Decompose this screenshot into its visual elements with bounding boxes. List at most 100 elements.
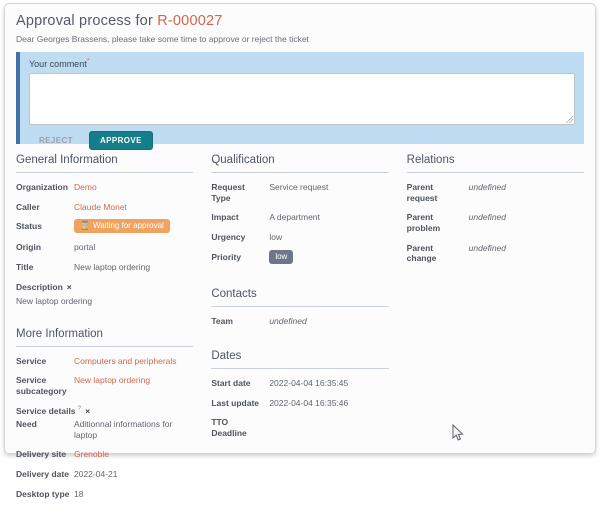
approval-instructions: Dear Georges Brassens, please take some … (16, 34, 309, 44)
field-label: Team (211, 315, 233, 326)
field-row-delivery-site: Delivery site Grenoble (16, 449, 193, 460)
service-link[interactable]: Computers and peripherals (74, 355, 177, 366)
field-value: Service request (269, 182, 329, 192)
field-label: Impact (211, 212, 239, 223)
field-row-service-subcategory: Service subcategory New laptop ordering (16, 375, 193, 396)
field-value: portal (74, 242, 96, 253)
section-qualification: Qualification Request Type Service reque… (211, 154, 389, 264)
field-label: Origin (16, 242, 42, 253)
help-icon: ? (77, 405, 82, 413)
status-badge: ⌛ Waiting for approval (74, 219, 170, 234)
status-badge-label: Waiting for approval (92, 221, 164, 231)
field-row-last-update: Last update 2022-04-04 16:35:46 (211, 398, 388, 409)
comment-textarea-wrap (29, 73, 575, 125)
field-value: 2022-04-04 16:35:46 (269, 397, 349, 408)
approval-buttons: REJECT APPROVE (29, 131, 575, 150)
section-title: Qualification (211, 154, 389, 173)
field-value: undefined (468, 242, 506, 253)
field-row-tto-deadline: TTO Deadline (211, 417, 388, 438)
section-title: Relations (406, 154, 584, 173)
field-label: Service subcategory (16, 375, 67, 396)
field-label: Last update (211, 397, 260, 408)
hourglass-icon: ⌛ (80, 221, 90, 231)
field-label: TTO Deadline (211, 417, 247, 438)
ticket-reference: R-000027 (157, 13, 223, 29)
column-right: Relations Parent request undefined Paren… (406, 154, 584, 514)
field-row-origin: Origin portal (16, 242, 193, 253)
comment-panel: Your comment* REJECT APPROVE (16, 52, 584, 150)
field-label: Urgency (211, 231, 246, 242)
field-block-description: Description × New laptop ordering (16, 282, 193, 306)
section-title: More Information (16, 328, 194, 347)
approve-button[interactable]: APPROVE (88, 131, 153, 150)
field-row-priority: Priority low (211, 249, 388, 264)
field-row-parent-change: Parent change undefined (407, 243, 584, 264)
field-row-title: Title New laptop ordering (16, 262, 193, 273)
field-row-urgency: Urgency low (211, 232, 388, 243)
caller-link[interactable]: Claude Monet (74, 201, 127, 212)
section-general-information: General Information Organization Demo Ca… (16, 154, 194, 306)
field-row-need: Need Aditionnal informations for laptop (16, 419, 193, 440)
required-marker: * (86, 58, 90, 65)
section-title: Contacts (211, 288, 389, 307)
field-label: Need (16, 419, 37, 430)
field-label: Status (16, 221, 42, 232)
field-label: Parent problem (406, 212, 441, 233)
page-title-text: Approval process for (16, 13, 158, 29)
collapse-icon[interactable]: × (85, 406, 91, 417)
field-label: Parent change (406, 242, 437, 264)
field-row-service: Service Computers and peripherals (16, 356, 193, 367)
field-row-start-date: Start date 2022-04-04 16:35:45 (211, 378, 388, 389)
field-label: Description × (16, 281, 72, 292)
field-label: Delivery date (16, 469, 69, 480)
organization-link[interactable]: Demo (74, 182, 97, 192)
field-label: Title (16, 261, 34, 272)
field-row-desktop-type: Desktop type 18 (16, 489, 193, 500)
field-row-delivery-date: Delivery date 2022-04-21 (16, 469, 193, 480)
details-columns: General Information Organization Demo Ca… (16, 154, 584, 514)
field-value: undefined (468, 212, 506, 223)
field-value: New laptop ordering (74, 261, 151, 272)
field-row-parent-problem: Parent problem undefined (407, 212, 584, 233)
field-label: Organization (16, 182, 68, 192)
field-value: low (269, 231, 283, 242)
field-label: Delivery site (16, 449, 67, 460)
field-label: Caller (16, 201, 40, 212)
field-row-status: Status ⌛ Waiting for approval (16, 219, 193, 234)
field-label: Parent request (406, 182, 438, 203)
field-label: Start date (211, 378, 251, 389)
field-value: A department (269, 212, 320, 223)
field-value: 2022-04-04 16:35:45 (269, 378, 349, 389)
field-label: Service (16, 355, 47, 366)
field-value: undefined (269, 315, 307, 326)
field-row-caller: Caller Claude Monet (16, 202, 193, 213)
column-left: General Information Organization Demo Ca… (16, 154, 194, 514)
field-label: Desktop type (16, 488, 70, 499)
section-relations: Relations Parent request undefined Paren… (406, 154, 584, 264)
field-label: Request Type (211, 182, 245, 203)
field-row-impact: Impact A department (211, 212, 388, 223)
resize-handle-icon[interactable] (566, 116, 573, 123)
column-middle: Qualification Request Type Service reque… (211, 154, 389, 514)
comment-input[interactable] (29, 73, 575, 125)
field-label: Priority (211, 251, 242, 262)
field-row-parent-request: Parent request undefined (407, 182, 584, 203)
field-block-service-details: Service details? × (16, 405, 193, 416)
page-title: Approval process for R-000027 (16, 13, 584, 29)
section-more-information: More Information Service Computers and p… (16, 328, 194, 500)
field-value: 2022-04-21 (74, 469, 118, 480)
field-row-request-type: Request Type Service request (211, 182, 388, 203)
field-value: Aditionnal informations for laptop (74, 419, 173, 440)
collapse-icon[interactable]: × (66, 281, 72, 292)
reject-button[interactable]: REJECT (29, 132, 83, 149)
field-row-organization: Organization Demo (16, 182, 193, 193)
description-value: New laptop ordering (16, 295, 93, 306)
priority-badge: low (269, 249, 294, 264)
field-label: Service details? × (16, 405, 91, 417)
field-value: 18 (74, 488, 84, 499)
delivery-site-link[interactable]: Grenoble (74, 449, 109, 460)
approval-card: Approval process for R-000027 Dear Georg… (4, 3, 596, 499)
service-subcategory-link[interactable]: New laptop ordering (74, 375, 151, 386)
section-title: General Information (16, 154, 194, 173)
field-value: undefined (468, 182, 506, 192)
